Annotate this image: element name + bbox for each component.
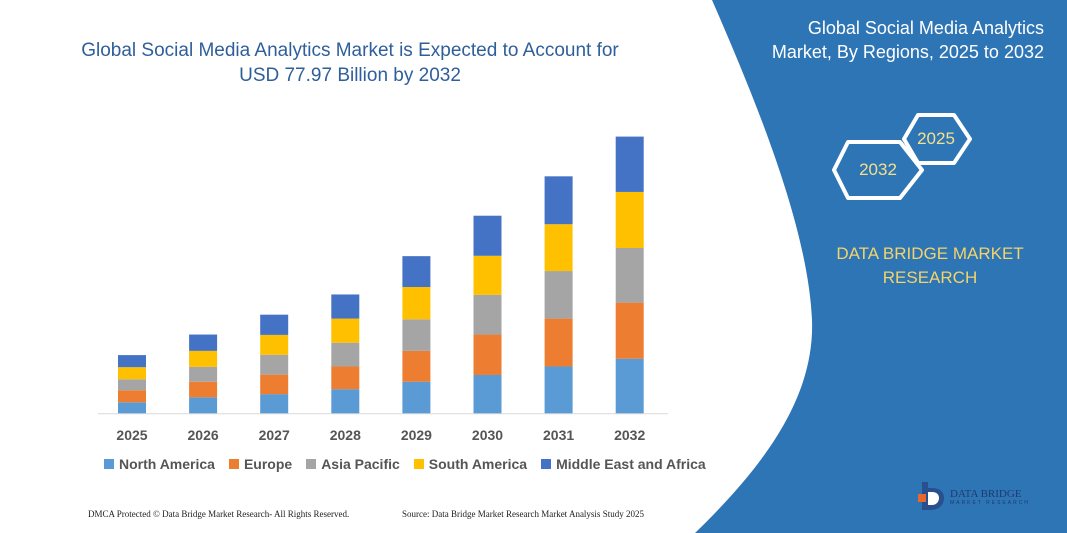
bar-segment-2026-middle-east-and-africa — [189, 334, 218, 351]
bar-segment-2030-europe — [473, 334, 502, 375]
brand-text: DATA BRIDGE MARKET RESEARCH — [790, 242, 1067, 290]
logo-icon — [918, 482, 944, 510]
legend-label: South America — [428, 456, 528, 472]
bar-segment-2028-middle-east-and-africa — [331, 294, 360, 319]
bar-segment-2031-middle-east-and-africa — [544, 176, 573, 225]
bar-segment-2030-south-america — [473, 255, 502, 295]
bar-segment-2029-europe — [402, 350, 431, 382]
title-line-2: USD 77.97 Billion by 2032 — [239, 65, 461, 86]
side-panel — [695, 0, 1067, 533]
legend-item: Middle East and Africa — [541, 456, 706, 472]
bar-segment-2031-europe — [544, 318, 573, 367]
legend-item: North America — [104, 456, 215, 472]
logo-subtext: MARKET RESEARCH — [950, 499, 1030, 506]
x-tick-label: 2032 — [614, 427, 645, 443]
hexagon-2025 — [902, 113, 972, 165]
legend-item: South America — [413, 456, 528, 472]
hex-label-2025: 2025 — [917, 129, 955, 148]
bar-segment-2032-middle-east-and-africa — [615, 136, 644, 192]
bar-segment-2027-middle-east-and-africa — [260, 314, 289, 335]
bar-segment-2031-south-america — [544, 224, 573, 272]
bar-segment-2026-north-america — [189, 397, 218, 414]
legend-label: Middle East and Africa — [556, 456, 706, 472]
hexagon-2032 — [832, 140, 924, 200]
bar-segment-2028-europe — [331, 366, 360, 390]
legend-swatch — [104, 459, 114, 469]
footer-copyright: DMCA Protected © Data Bridge Market Rese… — [88, 509, 350, 519]
bar-segment-2025-asia-pacific — [118, 379, 146, 391]
bar-segment-2027-north-america — [260, 394, 289, 414]
x-tick-label: 2030 — [472, 427, 503, 443]
logo-text: DATA BRIDGE — [950, 487, 1022, 500]
legend-swatch — [413, 459, 424, 469]
legend-swatch — [306, 459, 317, 469]
bar-segment-2025-north-america — [118, 402, 146, 414]
bar-segment-2032-asia-pacific — [615, 247, 644, 303]
brand-line-1: DATA BRIDGE MARKET — [836, 244, 1024, 263]
legend-label: Europe — [243, 456, 293, 472]
bar-segment-2026-asia-pacific — [189, 366, 218, 382]
bar-segment-2029-middle-east-and-africa — [402, 256, 431, 288]
bar-segment-2032-europe — [615, 302, 644, 359]
bar-segment-2028-south-america — [331, 318, 360, 343]
hex-label-2032: 2032 — [859, 160, 897, 179]
stacked-bar-chart: 2025 2026 2027 2028 2029 2030 2031 2032 — [98, 136, 668, 443]
side-title-line-1: Global Social Media Analytics — [807, 18, 1044, 38]
bar-segment-2026-south-america — [189, 350, 218, 367]
bar-segment-2031-north-america — [544, 366, 573, 414]
chart-title: Global Social Media Analytics Market is … — [40, 38, 660, 88]
bar-segment-2028-asia-pacific — [331, 342, 360, 367]
bar-segment-2027-asia-pacific — [260, 354, 289, 375]
bar-segment-2030-middle-east-and-africa — [473, 215, 502, 256]
legend-label: Asia Pacific — [321, 456, 400, 472]
legend-item: Europe — [228, 456, 293, 472]
bar-segment-2028-north-america — [331, 389, 360, 414]
title-line-1: Global Social Media Analytics Market is … — [81, 40, 619, 61]
bar-segment-2025-south-america — [118, 367, 146, 380]
side-panel-title: Global Social Media Analytics Market, By… — [740, 16, 1044, 64]
bar-segment-2027-europe — [260, 374, 289, 395]
legend-swatch — [228, 459, 239, 469]
legend-item: Asia Pacific — [306, 456, 400, 472]
bar-segment-2032-south-america — [615, 191, 644, 248]
bar-segment-2026-europe — [189, 381, 218, 398]
footer-source: Source: Data Bridge Market Research Mark… — [402, 509, 644, 519]
bar-segment-2025-middle-east-and-africa — [118, 355, 146, 368]
brand-line-2: RESEARCH — [882, 268, 978, 287]
bar-segment-2030-north-america — [473, 374, 502, 414]
x-tick-label: 2028 — [330, 427, 361, 443]
x-tick-label: 2027 — [259, 427, 290, 443]
bar-segment-2025-europe — [118, 390, 146, 403]
x-tick-label: 2026 — [188, 427, 219, 443]
logo: DATA BRIDGE MARKET RESEARCH — [916, 480, 1030, 514]
legend-swatch — [541, 459, 552, 469]
legend-label: North America — [119, 456, 215, 472]
bar-segment-2029-north-america — [402, 381, 431, 414]
x-tick-label: 2029 — [401, 427, 432, 443]
side-title-line-2: Market, By Regions, 2025 to 2032 — [771, 42, 1044, 62]
bar-segment-2027-south-america — [260, 334, 289, 355]
bar-segment-2029-south-america — [402, 287, 431, 320]
x-tick-label: 2031 — [543, 427, 574, 443]
bar-segment-2029-asia-pacific — [402, 319, 431, 351]
bar-segment-2030-asia-pacific — [473, 294, 502, 335]
legend: North America Europe Asia Pacific South Ame… — [104, 456, 706, 472]
bar-segment-2031-asia-pacific — [544, 271, 573, 319]
x-tick-label: 2025 — [116, 427, 147, 443]
bar-segment-2032-north-america — [615, 358, 644, 414]
